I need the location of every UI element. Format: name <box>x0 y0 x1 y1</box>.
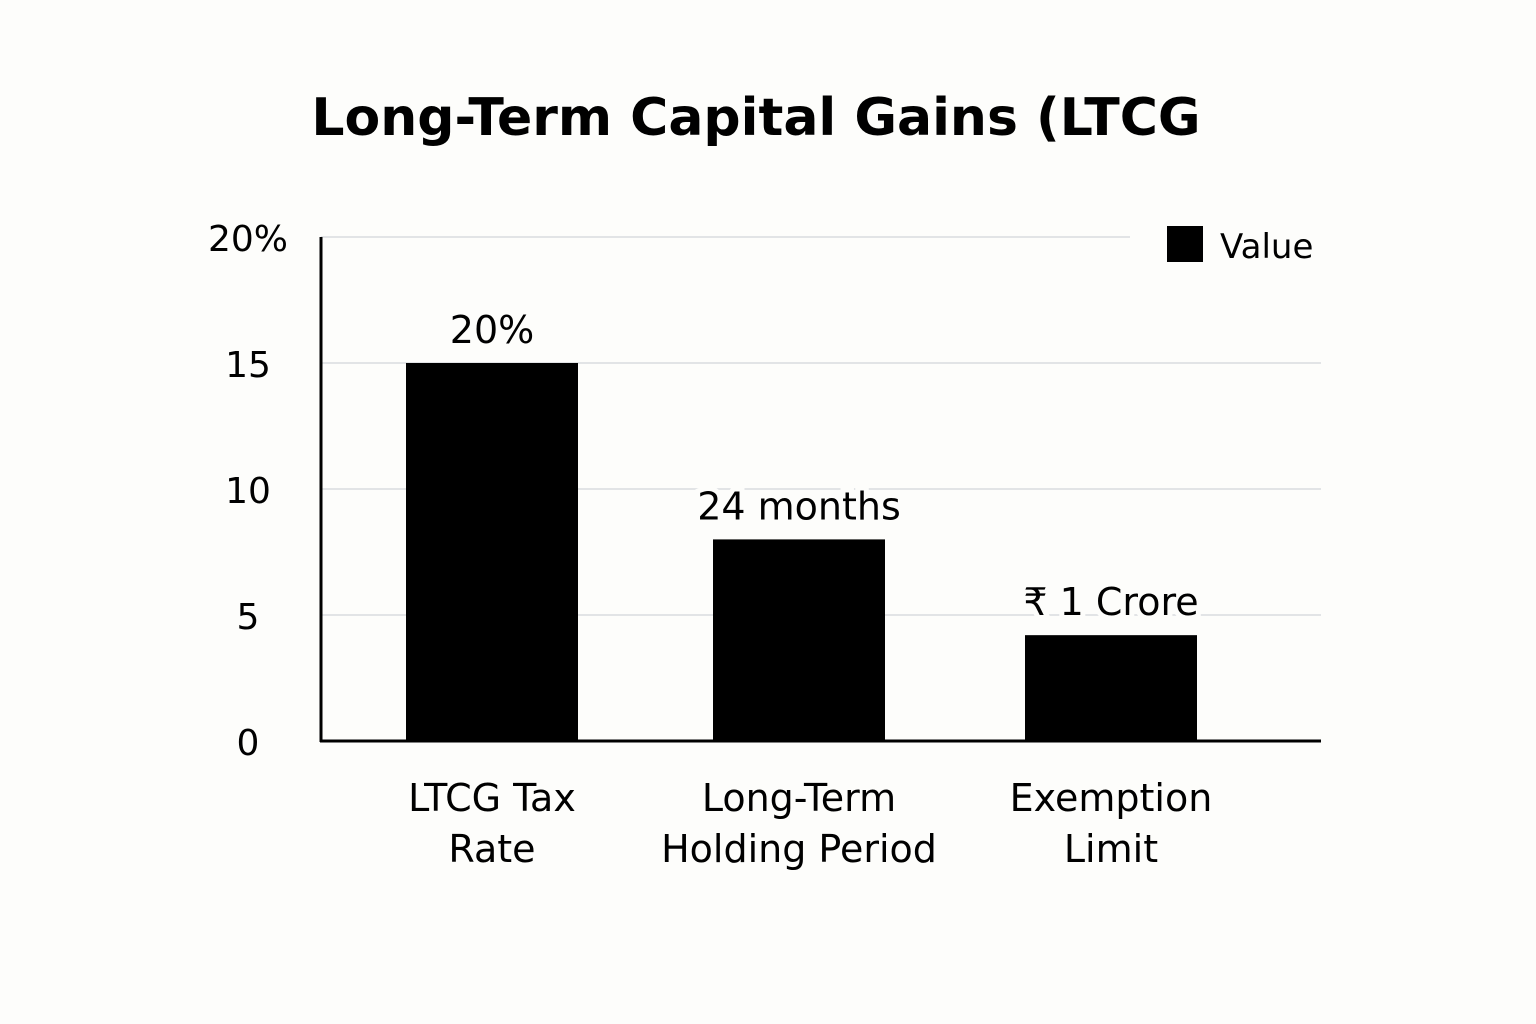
x-category-label: Holding Period <box>661 827 937 871</box>
x-category-label: Rate <box>448 827 535 871</box>
bar-data-label: 20% <box>450 308 534 352</box>
x-category-label: Exemption <box>1010 776 1213 820</box>
bar-data-label: 24 months <box>697 484 901 528</box>
y-tick-label: 5 <box>237 597 260 638</box>
y-tick-label: 10 <box>225 471 271 512</box>
bar <box>713 539 885 741</box>
chart-title: Long-Term Capital Gains (LTCG <box>311 88 1200 148</box>
bar <box>406 363 578 741</box>
bar <box>1025 635 1197 741</box>
axis-layer <box>319 237 1321 743</box>
y-tick-label: 20% <box>208 219 288 260</box>
x-category-label: Long-Term <box>702 776 896 820</box>
bars-layer <box>406 363 1197 741</box>
legend-swatch <box>1167 226 1203 262</box>
legend: Value <box>1167 226 1313 267</box>
y-tick-label: 0 <box>237 723 260 764</box>
bar-data-label: ₹ 1 Crore <box>1023 580 1198 624</box>
labels-layer: 0 5 10 15 20% 20% LTCG Tax Rate 24 months Long-Te… <box>208 219 1212 871</box>
legend-label: Value <box>1220 227 1313 267</box>
x-category-label: Limit <box>1064 827 1158 871</box>
y-tick-label: 15 <box>225 345 271 386</box>
x-category-label: LTCG Tax <box>408 776 576 820</box>
